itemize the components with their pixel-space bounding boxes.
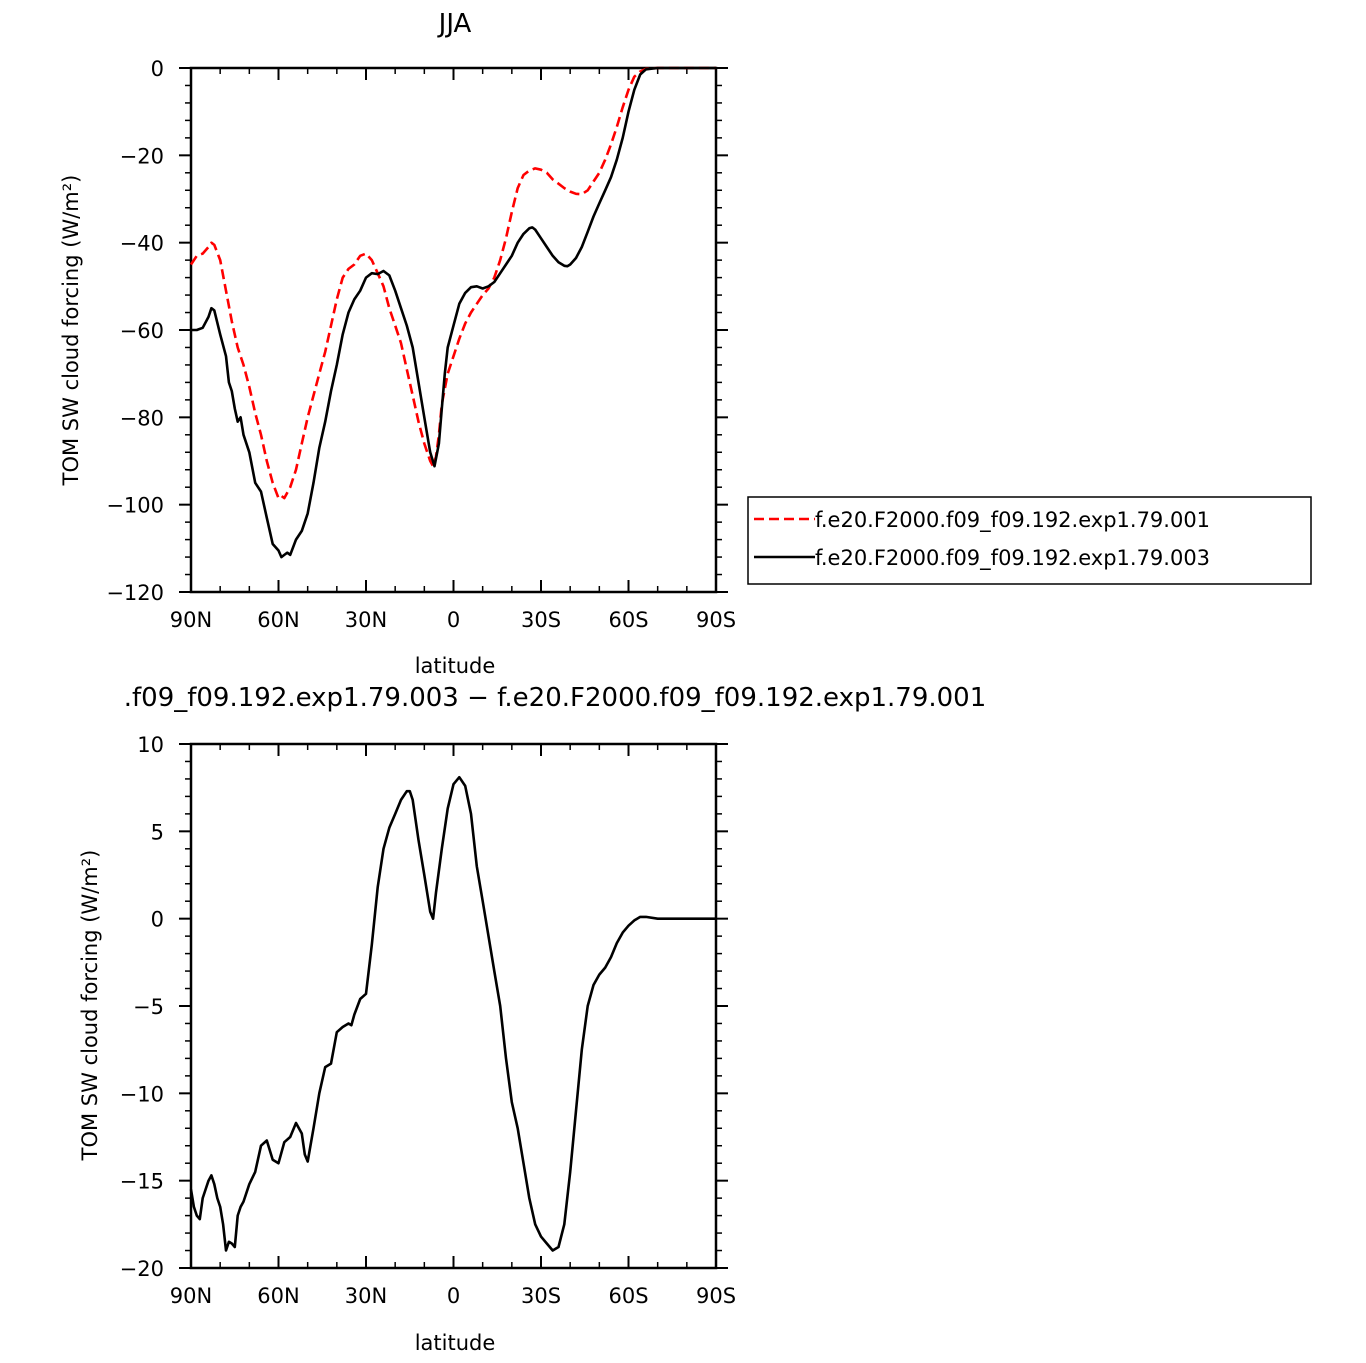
bottom-series-lines <box>189 775 716 1252</box>
bottom-y-tick-label: −5 <box>133 995 164 1019</box>
top-x-tick-label: 30N <box>345 608 387 632</box>
legend: f.e20.F2000.f09_f09.192.exp1.79.001 f.e2… <box>747 496 1312 585</box>
top-y-tick-label: −20 <box>120 144 164 168</box>
legend-label-series-1: f.e20.F2000.f09_f09.192.exp1.79.001 <box>815 508 1210 533</box>
bottom-axes: 90N 60N 30N 0 30S 60S 90S 10 5 0 −5 −10 −15 −20 <box>120 733 736 1308</box>
top-series-line-2 <box>191 66 716 559</box>
bottom-y-tick-label: 5 <box>151 820 164 844</box>
bottom-x-tick-label: 30N <box>345 1284 387 1308</box>
top-x-tick-label: 90S <box>696 608 736 632</box>
top-x-axis-label: latitude <box>415 654 496 678</box>
bottom-y-axis-label: TOM SW cloud forcing (W/m²) <box>78 850 102 1162</box>
top-panel: JJA latitude TOM SW cloud forcing (W/m²)… <box>59 9 736 678</box>
top-chart-title: JJA <box>437 9 472 39</box>
bottom-x-tick-label: 0 <box>447 1284 460 1308</box>
bottom-y-tick-label: −10 <box>120 1082 164 1106</box>
bottom-x-tick-label: 30S <box>521 1284 561 1308</box>
bottom-x-axis-label: latitude <box>415 1331 496 1355</box>
bottom-plot-frame <box>189 742 718 1270</box>
top-series-line-1 <box>189 66 716 500</box>
bottom-panel: .f09_f09.192.exp1.79.003 − f.e20.F2000.f… <box>78 683 986 1355</box>
top-y-tick-label: −80 <box>120 406 164 430</box>
bottom-y-tick-label: −20 <box>120 1257 164 1281</box>
top-y-tick-label: −100 <box>106 494 164 518</box>
bottom-x-tick-label: 90S <box>696 1284 736 1308</box>
bottom-x-tick-label: 60N <box>257 1284 299 1308</box>
top-y-tick-label: −120 <box>106 581 164 605</box>
top-axes: 90N 60N 30N 0 30S 60S 90S 0 −20 −40 −60 −80 −100 −120 <box>106 57 736 632</box>
legend-label-series-2: f.e20.F2000.f09_f09.192.exp1.79.003 <box>815 546 1210 571</box>
bottom-y-tick-label: −15 <box>120 1170 164 1194</box>
top-x-tick-label: 90N <box>170 608 212 632</box>
top-series-lines <box>189 66 716 559</box>
bottom-x-tick-label: 90N <box>170 1284 212 1308</box>
top-y-tick-label: −40 <box>120 232 164 256</box>
top-x-tick-label: 60S <box>608 608 648 632</box>
bottom-series-line-1 <box>189 775 716 1252</box>
bottom-y-tick-label: 0 <box>151 908 164 932</box>
top-y-axis-label: TOM SW cloud forcing (W/m²) <box>59 175 83 487</box>
top-y-tick-label: −60 <box>120 319 164 343</box>
top-y-tick-label: 0 <box>151 57 164 81</box>
top-x-tick-label: 30S <box>521 608 561 632</box>
bottom-y-tick-label: 10 <box>137 733 164 757</box>
bottom-chart-title: .f09_f09.192.exp1.79.003 − f.e20.F2000.f… <box>124 683 987 713</box>
legend-frame <box>747 496 1312 585</box>
top-x-tick-label: 0 <box>447 608 460 632</box>
top-x-tick-label: 60N <box>257 608 299 632</box>
bottom-x-tick-label: 60S <box>608 1284 648 1308</box>
